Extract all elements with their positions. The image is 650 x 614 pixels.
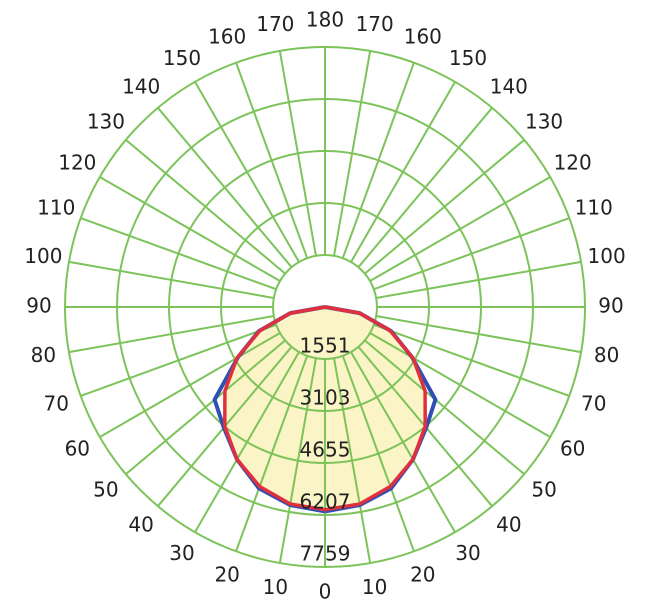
angle-label: 90: [26, 294, 51, 318]
ring-label: 6207: [300, 489, 351, 513]
angle-label: 10: [263, 575, 288, 599]
angle-label: 140: [122, 74, 160, 98]
ring-label: 3103: [300, 385, 351, 409]
grid-spoke: [80, 217, 277, 291]
angle-label: 90: [598, 294, 623, 318]
angle-label: 10: [362, 575, 387, 599]
angle-label: 120: [554, 151, 592, 175]
angle-label: 140: [490, 74, 528, 98]
angle-label: 130: [525, 110, 563, 134]
angle-label: 180: [306, 8, 344, 32]
angle-label: 100: [24, 244, 62, 268]
grid-spoke: [333, 358, 372, 564]
angle-label: 20: [214, 562, 239, 586]
angle-label: 170: [356, 12, 394, 36]
angle-label: 30: [455, 541, 480, 565]
curve-fill: [325, 307, 426, 510]
angle-label: 150: [449, 46, 487, 70]
grid-spoke: [376, 260, 582, 299]
grid-spoke: [68, 315, 274, 354]
angle-label: 60: [560, 437, 585, 461]
intensity-curve: [223, 305, 326, 512]
grid-spoke: [125, 139, 286, 275]
angle-label: 80: [594, 343, 619, 367]
grid-spoke: [235, 355, 309, 552]
grid-spoke: [369, 176, 551, 282]
angle-label: 40: [128, 513, 153, 537]
angle-label: 70: [581, 391, 606, 415]
grid-spoke: [376, 315, 582, 354]
angle-label: 40: [496, 513, 521, 537]
ring-label: 1551: [300, 333, 351, 357]
grid-spoke: [125, 339, 286, 475]
grid-spoke: [369, 332, 551, 438]
grid: [64, 46, 586, 568]
grid-spoke: [341, 355, 415, 552]
grid-spoke: [350, 81, 456, 263]
grid-spoke: [364, 339, 525, 475]
angle-label: 60: [65, 437, 90, 461]
grid-spoke: [99, 332, 281, 438]
grid-spoke: [194, 351, 300, 533]
intensity-curve: [324, 305, 427, 512]
grid-spoke: [68, 260, 274, 299]
grid-spoke: [373, 217, 570, 291]
grid-spoke: [194, 81, 300, 263]
angle-label: 170: [256, 12, 294, 36]
angle-label: 160: [404, 25, 442, 49]
grid-spoke: [373, 323, 570, 397]
angle-label: 50: [531, 477, 556, 501]
angle-label: 20: [410, 562, 435, 586]
grid-spoke: [99, 176, 281, 282]
grid-spoke: [341, 62, 415, 259]
angle-label: 110: [575, 196, 613, 220]
curves: [224, 307, 426, 510]
angle-label: 30: [169, 541, 194, 565]
angle-label: 0: [319, 580, 332, 604]
angle-label: 160: [208, 25, 246, 49]
ring-label: 7759: [300, 542, 351, 566]
grid-spoke: [333, 50, 372, 256]
grid-spoke: [278, 358, 317, 564]
grid-spoke: [364, 139, 525, 275]
ring-label: 4655: [300, 437, 351, 461]
angle-label: 150: [163, 46, 201, 70]
angle-label: 70: [44, 391, 69, 415]
angle-label: 110: [37, 196, 75, 220]
angle-label: 80: [31, 343, 56, 367]
curve-fill: [224, 307, 325, 510]
angle-label: 100: [588, 244, 626, 268]
grid-spoke: [278, 50, 317, 256]
grid-spoke: [157, 107, 293, 268]
grid-spoke: [235, 62, 309, 259]
grid-spoke: [80, 323, 277, 397]
angle-label: 120: [58, 151, 96, 175]
angle-label: 50: [93, 477, 118, 501]
angle-label: 130: [87, 110, 125, 134]
grid-spoke: [350, 351, 456, 533]
grid-spoke: [357, 107, 493, 268]
